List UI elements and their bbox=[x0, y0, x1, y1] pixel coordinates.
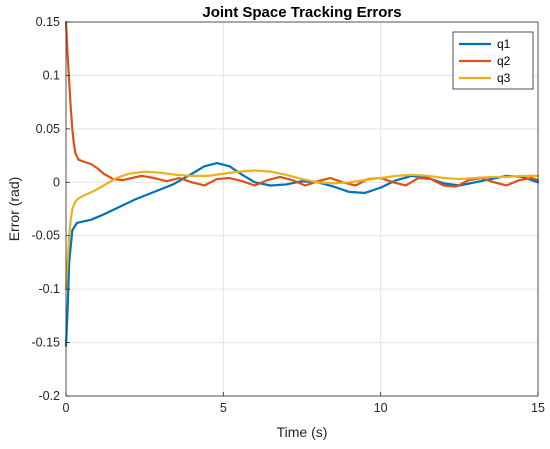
chart-title: Joint Space Tracking Errors bbox=[202, 4, 401, 21]
y-axis-label: Error (rad) bbox=[6, 177, 22, 242]
x-tick-label: 10 bbox=[374, 401, 388, 415]
x-axis-label: Time (s) bbox=[277, 424, 328, 440]
series-line-q2 bbox=[64, 20, 540, 188]
y-tick-label: 0 bbox=[53, 175, 60, 189]
series-line-q1 bbox=[64, 161, 540, 347]
y-tick-label: 0.15 bbox=[36, 15, 60, 29]
legend-label-q3: q3 bbox=[497, 71, 511, 85]
x-tick-label: 5 bbox=[220, 401, 227, 415]
legend-label-q1: q1 bbox=[497, 37, 511, 51]
x-tick-label: 0 bbox=[63, 401, 70, 415]
series-lines bbox=[64, 20, 540, 347]
legend: q1 q2 q3 bbox=[452, 31, 534, 90]
y-tick-label: 0.05 bbox=[36, 122, 60, 136]
y-tick-label: -0.2 bbox=[38, 389, 60, 403]
y-tick-label: -0.1 bbox=[38, 282, 60, 296]
y-tick-label: -0.05 bbox=[32, 229, 61, 243]
axis-ticks: 0 5 10 15 -0.2 -0.15 -0.1 -0.05 0 0.05 0.1 0.15 bbox=[32, 15, 545, 415]
x-tick-label: 15 bbox=[531, 401, 545, 415]
y-tick-label: -0.15 bbox=[32, 336, 61, 350]
y-tick-label: 0.1 bbox=[43, 68, 60, 82]
series-line-q3 bbox=[64, 169, 540, 291]
plot-area-frame bbox=[65, 21, 539, 397]
legend-label-q2: q2 bbox=[497, 54, 511, 68]
